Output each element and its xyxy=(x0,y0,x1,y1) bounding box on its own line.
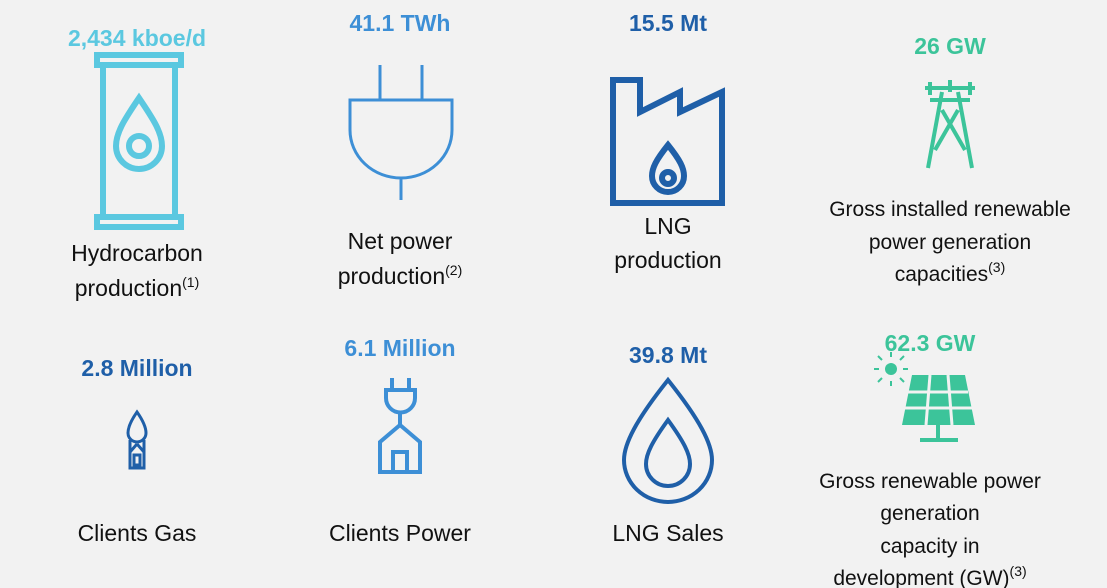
label-line: production xyxy=(75,275,182,301)
metric-value: 62.3 GW xyxy=(885,330,976,356)
label-line: Net power xyxy=(348,228,453,254)
metric-label: development (GW)(3) xyxy=(833,563,1026,588)
metric-value: 26 GW xyxy=(914,33,986,59)
metric-value: 6.1 Million xyxy=(344,335,455,361)
metric-value: 2.8 Million xyxy=(81,355,192,381)
metric-label: production(2) xyxy=(338,262,463,289)
solar-icon xyxy=(874,352,975,442)
label-line: power generation xyxy=(869,231,1031,254)
label-line: development (GW) xyxy=(833,567,1009,588)
footnote-ref: (1) xyxy=(182,274,199,290)
metric-label: Gross renewable power xyxy=(819,470,1041,493)
metric-label: Clients Power xyxy=(329,520,471,546)
metric-label: Net power xyxy=(348,228,453,254)
label-line: production xyxy=(614,247,721,273)
label-line: production xyxy=(338,263,445,289)
power-client-icon xyxy=(378,378,422,474)
label-line: Clients Gas xyxy=(78,520,197,546)
pylon-icon xyxy=(925,80,975,169)
label-line: Hydrocarbon xyxy=(71,240,203,266)
metric-value: 39.8 Mt xyxy=(629,342,707,368)
metric-label: capacity in xyxy=(880,535,979,558)
metric-label: capacities(3) xyxy=(895,259,1006,286)
metric-label: generation xyxy=(880,502,979,525)
metric-value: 15.5 Mt xyxy=(629,10,707,36)
footnote-ref: (3) xyxy=(1010,563,1027,579)
metric-label: production xyxy=(614,247,721,273)
label-line: LNG Sales xyxy=(612,520,723,546)
plug-icon xyxy=(348,65,454,200)
metric-label: power generation xyxy=(869,231,1031,254)
footnote-ref: (3) xyxy=(988,259,1005,275)
metric-value: 2,434 kboe/d xyxy=(68,25,206,51)
metric-value: 41.1 TWh xyxy=(350,10,451,36)
flame-icon xyxy=(621,376,715,504)
barrel-icon xyxy=(94,52,184,230)
label-line: capacities xyxy=(895,263,988,286)
metric-label: LNG Sales xyxy=(612,520,723,546)
metric-label: production(1) xyxy=(75,274,200,301)
factory-icon xyxy=(610,77,725,206)
metric-label: Hydrocarbon xyxy=(71,240,203,266)
label-line: capacity in xyxy=(880,535,979,558)
label-line: generation xyxy=(880,502,979,525)
metric-label: Clients Gas xyxy=(78,520,197,546)
metric-label: Gross installed renewable xyxy=(829,198,1071,221)
label-line: Clients Power xyxy=(329,520,471,546)
label-line: Gross installed renewable xyxy=(829,198,1071,221)
metric-label: LNG xyxy=(644,213,691,239)
label-line: Gross renewable power xyxy=(819,470,1041,493)
label-line: LNG xyxy=(644,213,691,239)
gas-icon xyxy=(126,409,148,470)
footnote-ref: (2) xyxy=(445,262,462,278)
